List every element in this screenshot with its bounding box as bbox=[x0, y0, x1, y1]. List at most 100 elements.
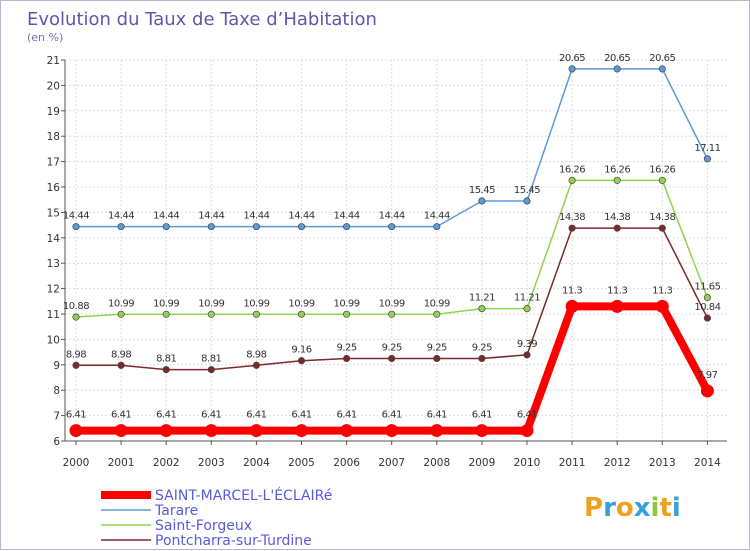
data-label: 14.44 bbox=[63, 211, 89, 222]
data-label: 10.84 bbox=[694, 302, 720, 313]
data-label: 16.26 bbox=[559, 164, 585, 175]
data-label: 14.44 bbox=[198, 211, 224, 222]
y-tick-label: 13 bbox=[47, 258, 60, 270]
logo-letter: x bbox=[634, 493, 651, 523]
data-label: 14.44 bbox=[424, 211, 450, 222]
data-point bbox=[658, 176, 666, 184]
y-tick-label: 11 bbox=[47, 309, 60, 321]
data-point bbox=[523, 351, 531, 359]
data-label: 14.38 bbox=[649, 212, 675, 223]
data-label: 9.25 bbox=[336, 342, 356, 353]
data-point bbox=[385, 424, 399, 438]
data-point bbox=[568, 176, 576, 184]
data-label: 14.44 bbox=[379, 211, 405, 222]
logo-letter: o bbox=[616, 493, 634, 523]
data-point bbox=[117, 361, 125, 369]
data-label: 6.41 bbox=[246, 410, 266, 421]
x-tick-label: 2010 bbox=[514, 457, 541, 469]
data-label: 6.41 bbox=[336, 410, 356, 421]
data-point bbox=[340, 424, 354, 438]
data-point bbox=[520, 424, 534, 438]
data-label: 10.99 bbox=[243, 298, 269, 309]
data-point bbox=[252, 310, 260, 318]
data-point bbox=[72, 313, 80, 321]
data-point bbox=[343, 310, 351, 318]
data-label: 10.99 bbox=[379, 298, 405, 309]
data-label: 15.45 bbox=[469, 185, 495, 196]
x-tick-label: 2014 bbox=[694, 457, 721, 469]
x-tick-label: 2011 bbox=[559, 457, 586, 469]
x-tick-label: 2013 bbox=[649, 457, 676, 469]
legend-label: Pontcharra-sur-Turdine bbox=[155, 533, 312, 549]
data-point bbox=[610, 299, 624, 313]
data-label: 15.45 bbox=[514, 185, 540, 196]
data-point bbox=[478, 197, 486, 205]
chart-title: Evolution du Taux de Taxe d’Habitation bbox=[27, 9, 377, 30]
data-label: 14.38 bbox=[604, 212, 630, 223]
data-point bbox=[658, 224, 666, 232]
data-point bbox=[117, 223, 125, 231]
data-point bbox=[162, 310, 170, 318]
x-tick-label: 2000 bbox=[63, 457, 90, 469]
data-label: 8.98 bbox=[66, 349, 86, 360]
data-point bbox=[249, 424, 263, 438]
data-label: 17.11 bbox=[694, 143, 720, 154]
data-point bbox=[297, 357, 306, 365]
data-point bbox=[613, 176, 621, 184]
axes: 6 7 8 9 10 11 12 13 14 15 16 17 18 19 20 21 2000 2001 2002… bbox=[47, 55, 727, 469]
data-label: 10.99 bbox=[198, 298, 224, 309]
data-label: 10.88 bbox=[63, 301, 89, 312]
y-tick-label: 17 bbox=[47, 157, 60, 169]
data-point bbox=[523, 197, 531, 205]
x-tick-label: 2001 bbox=[108, 457, 135, 469]
data-point bbox=[72, 223, 80, 231]
data-label: 8.98 bbox=[111, 349, 131, 360]
data-point bbox=[565, 299, 579, 313]
data-label: 9.39 bbox=[517, 339, 537, 350]
data-label: 9.25 bbox=[427, 342, 447, 353]
data-point bbox=[655, 299, 669, 313]
data-point bbox=[252, 361, 260, 369]
y-tick-label: 6 bbox=[53, 436, 60, 448]
y-tick-label: 21 bbox=[47, 55, 60, 67]
data-point bbox=[252, 223, 260, 231]
data-label: 14.44 bbox=[334, 211, 360, 222]
data-point bbox=[207, 310, 215, 318]
data-point bbox=[700, 384, 714, 398]
data-label: 9.16 bbox=[291, 345, 311, 356]
logo-letter: i bbox=[672, 493, 681, 523]
data-point bbox=[568, 65, 576, 73]
data-label: 6.41 bbox=[201, 410, 221, 421]
data-label: 9.25 bbox=[472, 342, 492, 353]
data-label: 20.65 bbox=[649, 53, 675, 64]
data-labels: 14.44 14.44 14.44 14.44 14.44 14.44 14.44 14.44… bbox=[63, 53, 721, 421]
data-label: 14.44 bbox=[243, 211, 269, 222]
data-label: 6.41 bbox=[472, 410, 492, 421]
data-label: 6.41 bbox=[427, 410, 447, 421]
chart-subtitle: (en %) bbox=[27, 31, 63, 44]
grid bbox=[65, 59, 727, 442]
proxiti-logo: Proxiti bbox=[584, 493, 681, 523]
y-tick-label: 15 bbox=[47, 207, 60, 219]
data-point bbox=[433, 310, 441, 318]
data-label: 11.21 bbox=[469, 293, 495, 304]
y-tick-label: 16 bbox=[47, 182, 61, 194]
logo-letter: r bbox=[603, 493, 616, 523]
data-label: 6.41 bbox=[66, 410, 86, 421]
data-label: 10.99 bbox=[153, 298, 179, 309]
y-tick-label: 20 bbox=[47, 80, 60, 92]
x-tick-label: 2008 bbox=[423, 457, 450, 469]
legend-label: SAINT-MARCEL-L'ÉCLAIRé bbox=[155, 487, 332, 504]
data-label: 6.41 bbox=[111, 410, 131, 421]
data-point bbox=[162, 223, 170, 231]
data-point bbox=[388, 310, 396, 318]
data-label: 14.38 bbox=[559, 212, 585, 223]
data-label: 20.65 bbox=[604, 53, 630, 64]
data-point bbox=[343, 223, 351, 231]
y-tick-label: 10 bbox=[47, 334, 60, 346]
data-point bbox=[433, 223, 441, 231]
data-point bbox=[207, 223, 215, 231]
logo-text: Proxiti bbox=[584, 493, 681, 523]
data-point bbox=[114, 424, 128, 438]
